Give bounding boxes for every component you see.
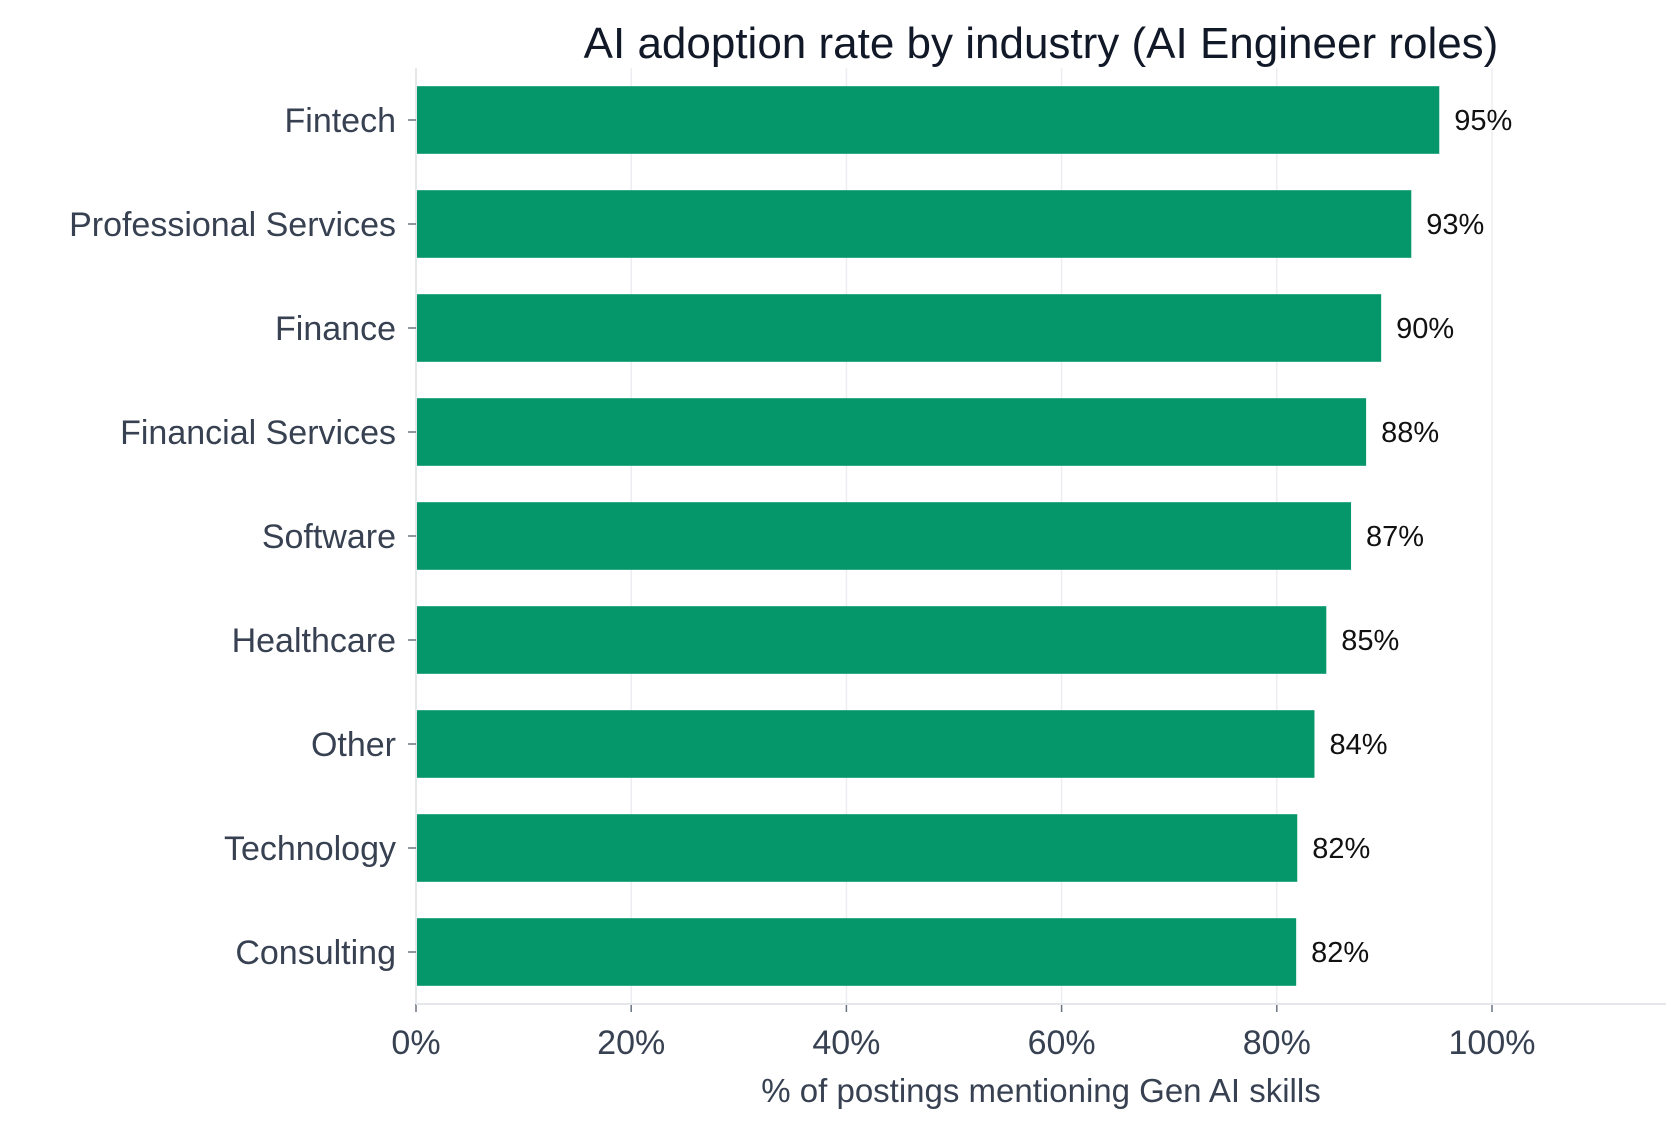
x-tick-label: 40% bbox=[812, 1024, 880, 1062]
category-label: Technology bbox=[224, 830, 396, 868]
category-label: Other bbox=[311, 726, 396, 764]
value-label: 95% bbox=[1454, 105, 1512, 137]
bar-consulting bbox=[417, 918, 1297, 986]
value-label: 93% bbox=[1426, 209, 1484, 241]
category-label: Professional Services bbox=[69, 206, 396, 244]
value-label: 84% bbox=[1329, 729, 1387, 761]
bar-fintech bbox=[417, 86, 1440, 154]
category-label: Financial Services bbox=[120, 414, 396, 452]
category-label: Healthcare bbox=[232, 622, 396, 660]
category-label: Software bbox=[262, 518, 396, 556]
category-label: Fintech bbox=[285, 102, 397, 140]
x-axis-title: % of postings mentioning Gen AI skills bbox=[761, 1072, 1320, 1109]
x-tick-label: 60% bbox=[1028, 1024, 1096, 1062]
x-tick-label: 80% bbox=[1243, 1024, 1311, 1062]
bar-finance bbox=[417, 294, 1382, 362]
bar-professional-services bbox=[417, 190, 1412, 258]
value-label: 90% bbox=[1396, 313, 1454, 345]
bar-healthcare bbox=[417, 606, 1327, 674]
category-label: Consulting bbox=[235, 934, 396, 972]
bars bbox=[417, 86, 1440, 986]
chart-title: AI adoption rate by industry (AI Enginee… bbox=[584, 19, 1499, 68]
bar-software bbox=[417, 502, 1352, 570]
axes bbox=[408, 68, 1666, 1012]
bar-technology bbox=[417, 814, 1298, 882]
value-label: 85% bbox=[1341, 625, 1399, 657]
value-label: 82% bbox=[1312, 833, 1370, 865]
value-label: 87% bbox=[1366, 521, 1424, 553]
x-tick-label: 20% bbox=[597, 1024, 665, 1062]
bar-other bbox=[417, 710, 1315, 778]
value-label: 88% bbox=[1381, 417, 1439, 449]
x-tick-label: 0% bbox=[391, 1024, 440, 1062]
bar-financial-services bbox=[417, 398, 1367, 466]
category-label: Finance bbox=[275, 310, 396, 348]
x-tick-label: 100% bbox=[1449, 1024, 1536, 1062]
value-label: 82% bbox=[1311, 937, 1369, 969]
labels: 0% 20% 40% 60% 80% 100% Fintech 95% Professional… bbox=[69, 102, 1535, 1062]
